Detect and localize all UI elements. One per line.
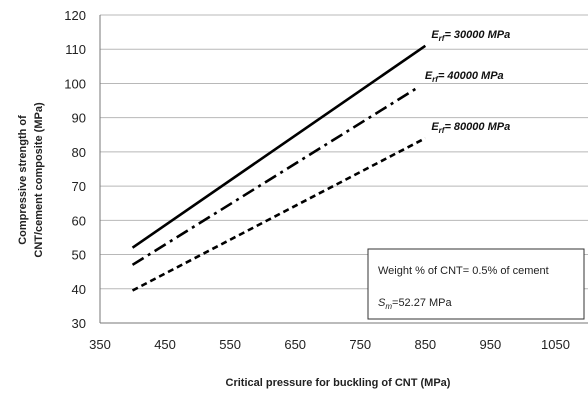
series-line-0	[131, 44, 427, 249]
x-tick-label: 550	[219, 337, 241, 352]
y-tick-label: 90	[72, 111, 86, 126]
series-label-rest: = 30000 MPa	[444, 29, 510, 41]
x-tick-label: 650	[284, 337, 306, 352]
series-label-main: E	[431, 121, 439, 133]
series-label-sub: rf	[439, 126, 446, 135]
series-lines	[131, 44, 427, 292]
series-label-0: Erf= 30000 MPa	[431, 29, 510, 43]
y-tick-label: 120	[64, 8, 86, 23]
x-axis-title: Critical pressure for buckling of CNT (M…	[226, 377, 451, 389]
annotation-line2-main: S	[378, 297, 386, 309]
y-tick-label: 70	[72, 179, 86, 194]
y-tick-labels: 30 40 50 60 70 80 90 100 110 120	[64, 8, 86, 331]
series-label-sub: rf	[439, 34, 446, 43]
x-tick-label: 950	[480, 337, 502, 352]
series-label-main: E	[425, 70, 433, 82]
x-tick-label: 750	[349, 337, 371, 352]
annotation-line2-rest: =52.27 MPa	[392, 297, 453, 309]
series-label-1: Erf= 40000 MPa	[425, 70, 504, 84]
series-label-main: E	[431, 29, 439, 41]
annotation-box: Weight % of CNT= 0.5% of cement Sm=52.27…	[367, 248, 585, 320]
x-tick-label: 350	[89, 337, 111, 352]
y-tick-label: 30	[72, 316, 86, 331]
gridlines	[100, 14, 588, 290]
series-line-1	[131, 85, 420, 266]
x-tick-label: 850	[414, 337, 436, 352]
series-label-sub: rf	[432, 75, 439, 84]
axes	[99, 15, 588, 324]
y-tick-label: 80	[72, 145, 86, 160]
y-tick-label: 40	[72, 282, 86, 297]
series-label-rest: = 40000 MPa	[438, 70, 504, 82]
x-tick-labels: 350 450 550 650 750 850 950 1050	[89, 337, 570, 352]
annotation-line2: Sm=52.27 MPa	[378, 297, 453, 311]
x-tick-label: 450	[154, 337, 176, 352]
y-tick-label: 60	[72, 213, 86, 228]
y-tick-label: 100	[64, 76, 86, 91]
annotation-line1: Weight % of CNT= 0.5% of cement	[378, 265, 549, 277]
series-line-2	[131, 137, 426, 292]
y-axis-title-line2: CNT/cement composite (MPa)	[33, 102, 45, 258]
annotation-line2-sub: m	[385, 302, 392, 311]
y-axis-title-line1: Compressive strength of	[17, 115, 29, 245]
annotation-box-frame	[367, 248, 585, 320]
series-label-rest: = 80000 MPa	[444, 121, 510, 133]
series-label-2: Erf= 80000 MPa	[431, 121, 510, 135]
y-tick-label: 110	[65, 42, 86, 57]
y-tick-label: 50	[72, 248, 86, 263]
x-tick-label: 1050	[541, 337, 570, 352]
